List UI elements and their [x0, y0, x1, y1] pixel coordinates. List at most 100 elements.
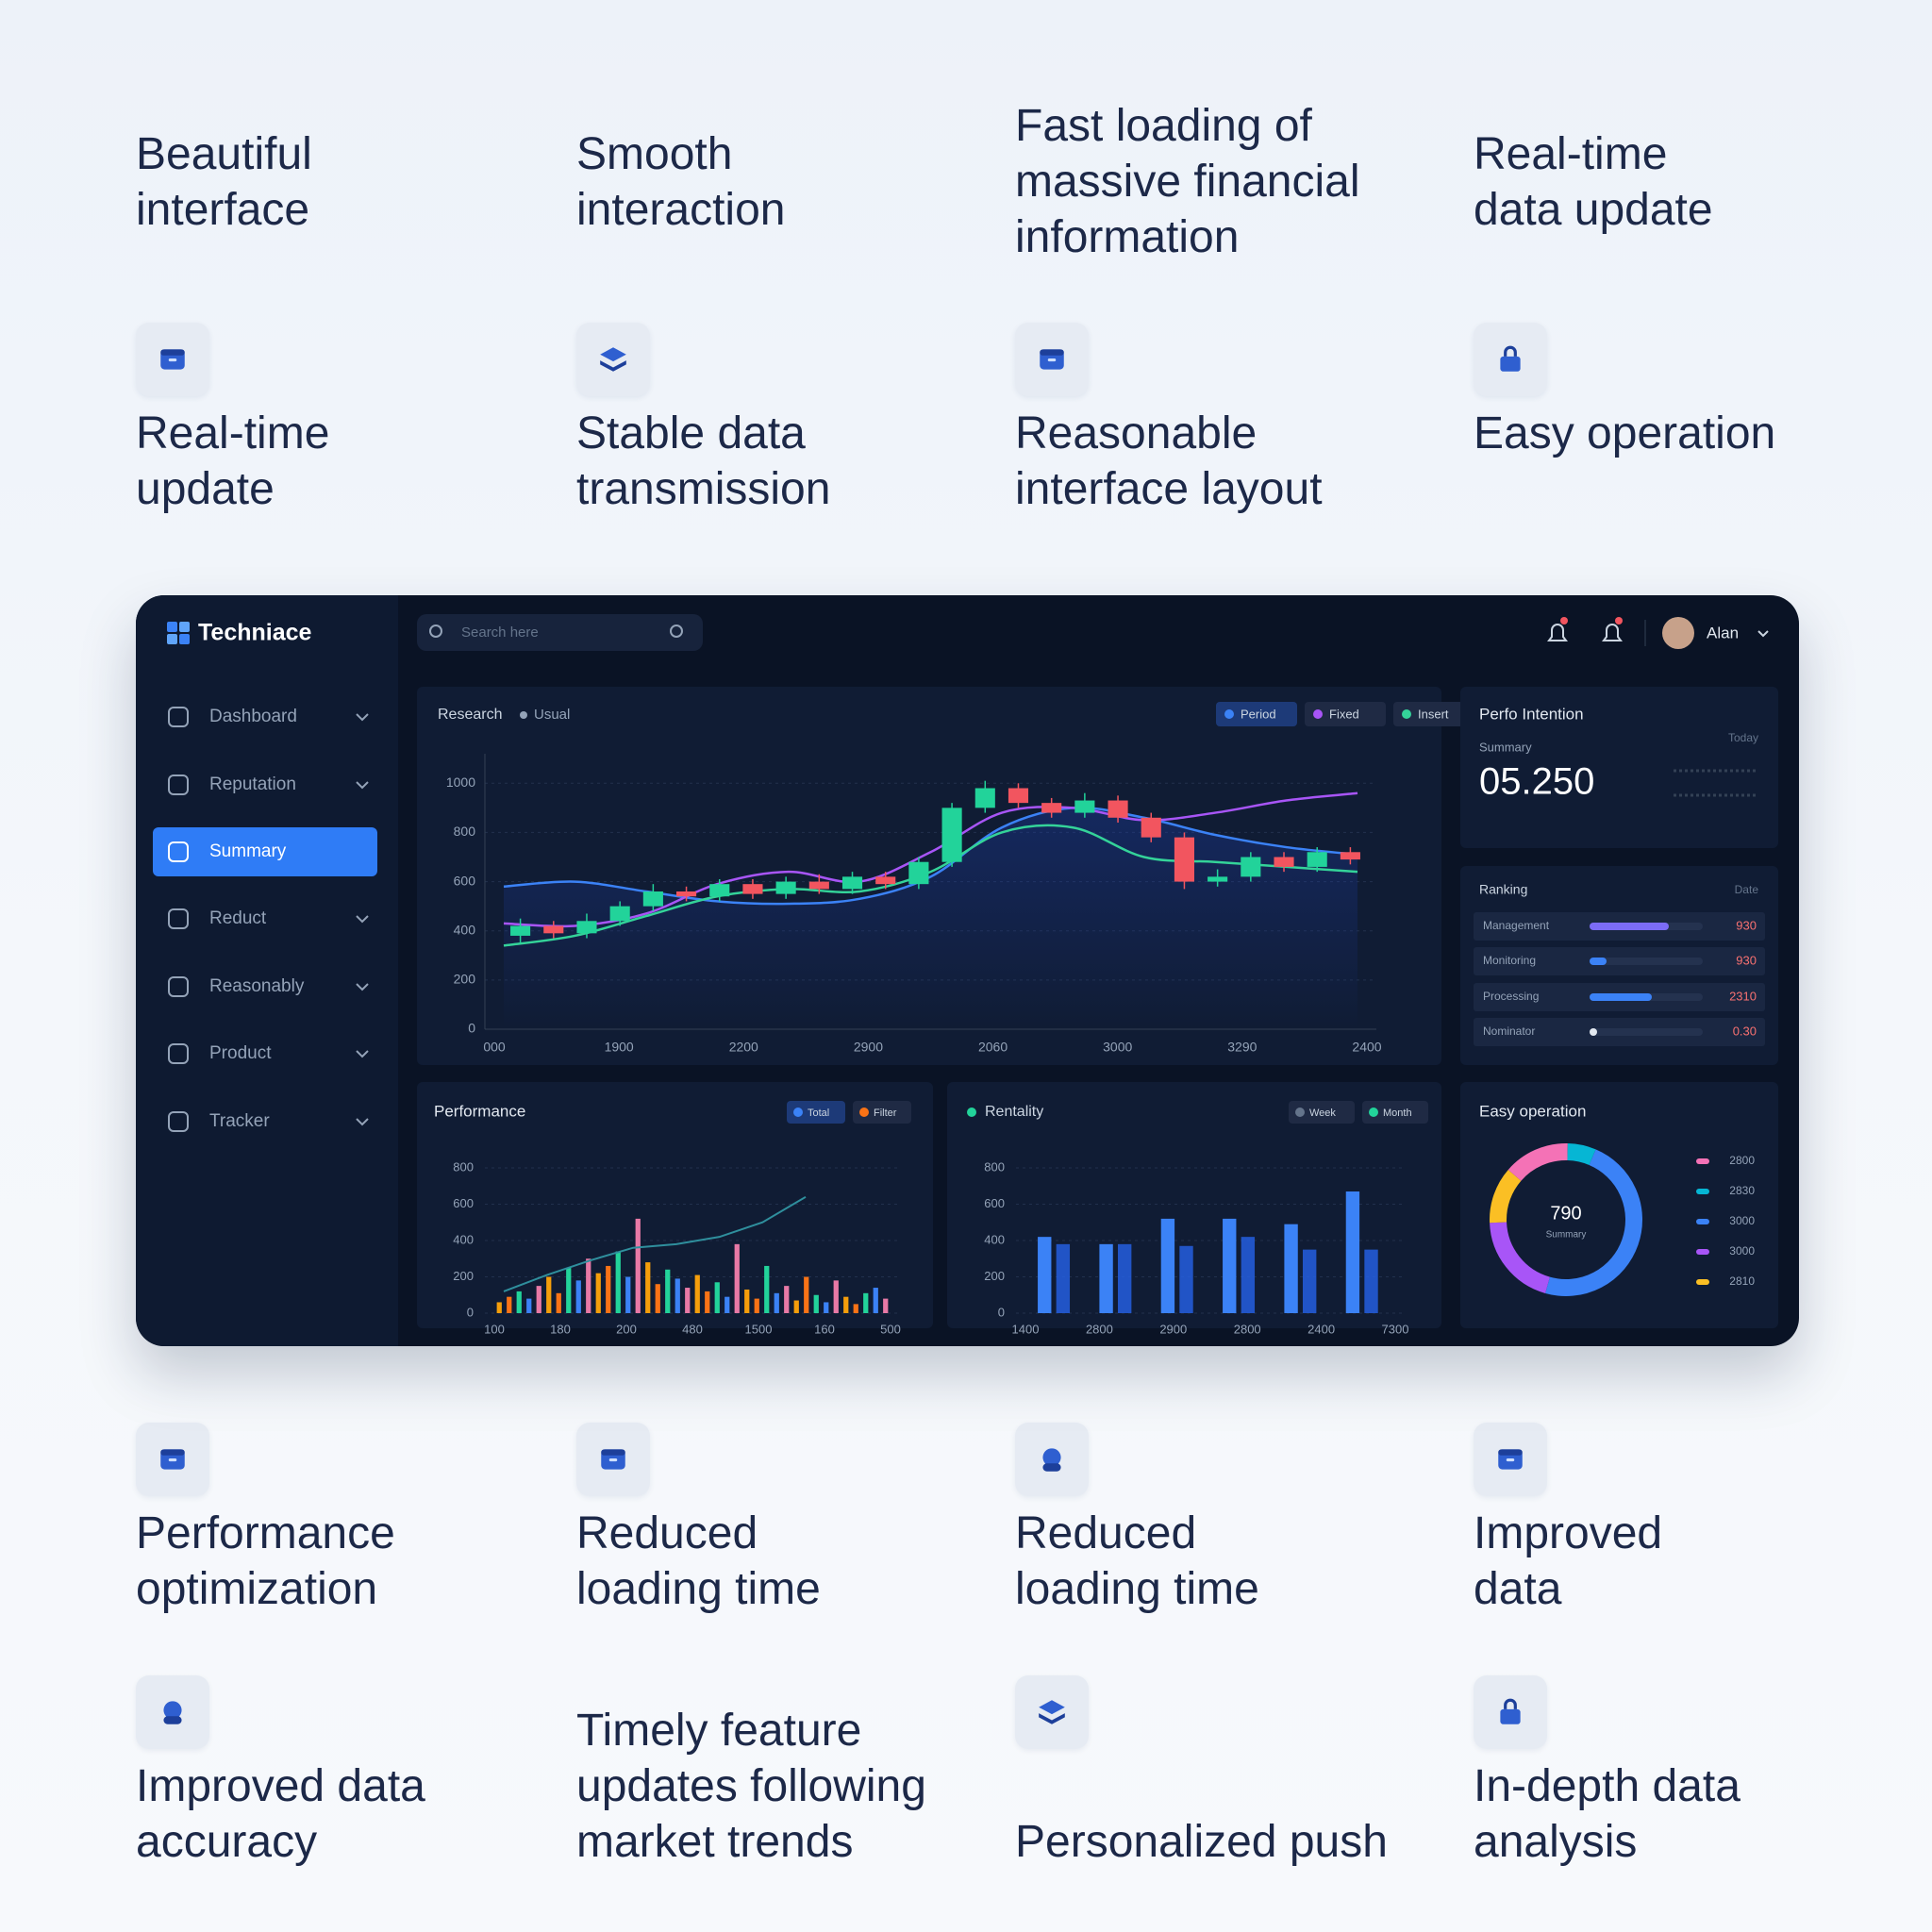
nav-item[interactable]: Product — [209, 1043, 272, 1063]
donut-segment — [1545, 1149, 1643, 1296]
x-tick-label: 1900 — [605, 1040, 634, 1055]
chart-subtitle: Usual — [534, 707, 570, 723]
donut-segment — [1507, 1143, 1568, 1182]
y-tick-label: 800 — [984, 1159, 1005, 1174]
nav-item[interactable]: Dashboard — [209, 707, 297, 726]
bar — [595, 1273, 601, 1313]
bar — [566, 1267, 572, 1313]
donut-segment — [1490, 1222, 1551, 1293]
feature-text: Stable data transmission — [576, 406, 991, 517]
bar — [675, 1278, 680, 1313]
y-tick-label: 800 — [454, 824, 476, 839]
avatar[interactable] — [1662, 617, 1694, 649]
y-tick-label: 1000 — [446, 774, 475, 790]
y-tick-label: 400 — [453, 1232, 474, 1246]
bar — [843, 1296, 849, 1313]
bar — [625, 1276, 631, 1313]
bell-icon[interactable] — [1547, 624, 1568, 641]
bar — [793, 1300, 799, 1313]
legend-chip[interactable] — [1305, 702, 1386, 726]
bar — [507, 1296, 512, 1313]
bar — [685, 1288, 691, 1313]
nav-icon — [168, 1111, 189, 1132]
nav-icon — [168, 774, 189, 795]
feature-line: update — [136, 464, 275, 514]
legend-chip[interactable] — [1393, 702, 1474, 726]
x-tick-label: 2900 — [854, 1040, 883, 1055]
chip[interactable] — [853, 1101, 911, 1124]
nav-item[interactable]: Reasonably — [209, 976, 305, 996]
feature-line: Timely feature — [576, 1706, 862, 1756]
y-tick-label: 0 — [998, 1305, 1005, 1319]
feature-line: Improved data — [136, 1761, 425, 1811]
bar — [784, 1286, 790, 1313]
x-tick-label: 2900 — [1159, 1322, 1187, 1336]
bar — [1284, 1224, 1298, 1313]
candle-body — [1307, 852, 1327, 867]
subtitle-dot — [520, 711, 527, 719]
rank-name: Monitoring — [1483, 954, 1536, 967]
nav-item[interactable]: Tracker — [209, 1111, 270, 1131]
feature-line: optimization — [136, 1564, 378, 1614]
bar — [655, 1284, 660, 1313]
legend-chip[interactable] — [1289, 1101, 1355, 1124]
nav-item[interactable]: Reputation — [209, 774, 296, 794]
feature-text: Reasonable interface layout — [1015, 406, 1430, 517]
bar — [754, 1298, 759, 1313]
feature-icon — [1474, 1675, 1547, 1749]
y-tick-label: 600 — [453, 1196, 474, 1210]
feature-line: loading time — [1015, 1564, 1259, 1614]
icon-glyph — [600, 347, 626, 372]
stat-label: Summary — [1479, 740, 1532, 754]
y-tick-label: 600 — [984, 1196, 1005, 1210]
chip[interactable] — [787, 1101, 845, 1124]
nav-item[interactable]: Summary — [209, 841, 287, 861]
bar — [764, 1265, 770, 1313]
chart-title: Easy operation — [1479, 1102, 1586, 1120]
feature-line: Fast loading of — [1015, 101, 1312, 151]
feature-line: Personalized push — [1015, 1817, 1388, 1867]
feature-text: Easy operation — [1474, 406, 1889, 461]
legend-swatch — [1369, 1108, 1378, 1117]
candle-body — [1074, 800, 1095, 813]
bar — [645, 1262, 651, 1313]
nav-chevron — [356, 1050, 369, 1058]
rank-amount: 0.30 — [1733, 1024, 1757, 1038]
feature-text: Reduced loading time — [576, 1506, 991, 1617]
bell-icon[interactable] — [1602, 624, 1623, 641]
progress-track — [1590, 958, 1703, 965]
feature-text: Reduced loading time — [1015, 1506, 1430, 1617]
feature-line: updates following — [576, 1761, 926, 1811]
feature-icon — [1015, 1675, 1089, 1749]
panel — [417, 1082, 933, 1328]
bar — [694, 1274, 700, 1313]
nav-item[interactable]: Reduct — [209, 908, 267, 928]
panel-caption: Date — [1735, 883, 1759, 896]
bar — [1099, 1243, 1113, 1313]
nav-active[interactable] — [153, 827, 377, 876]
feature-line: market trends — [576, 1817, 854, 1867]
x-tick-label: 200 — [616, 1322, 637, 1336]
progress-bar — [1590, 1028, 1597, 1036]
bar — [1038, 1237, 1052, 1313]
bar — [813, 1294, 819, 1313]
search-box[interactable] — [417, 614, 703, 651]
feature-text: Personalized push — [1015, 1814, 1430, 1870]
bar — [724, 1296, 730, 1313]
brand-name: Techniace — [198, 620, 312, 646]
chip-label: Filter — [874, 1108, 897, 1119]
icon-glyph — [1042, 1448, 1061, 1472]
bar — [1179, 1245, 1193, 1313]
bar — [804, 1276, 809, 1313]
legend-chip[interactable] — [1216, 702, 1297, 726]
legend-label: Month — [1383, 1108, 1412, 1119]
rank-name: Management — [1483, 919, 1550, 932]
feature-line: information — [1015, 212, 1240, 262]
nav-chevron — [356, 1118, 369, 1126]
candle-body — [875, 876, 896, 885]
legend-chip[interactable] — [1362, 1101, 1428, 1124]
bar — [546, 1276, 552, 1313]
search-icon — [670, 625, 683, 638]
bar — [853, 1304, 858, 1313]
x-tick-label: 2060 — [978, 1040, 1008, 1055]
